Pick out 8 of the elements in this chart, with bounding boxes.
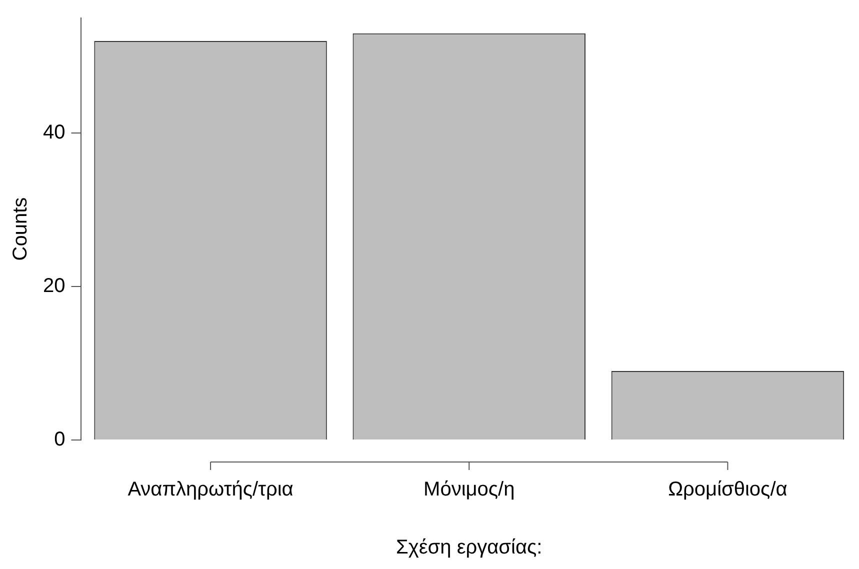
y-tick-label: 0 (54, 428, 66, 451)
x-tick-label: Ωρομίσθιος/α (668, 478, 788, 501)
y-tick-label: 40 (42, 122, 66, 144)
y-axis-title: Counts (10, 197, 32, 261)
x-axis-title: Σχέση εργασίας: (396, 536, 542, 559)
x-tick-label: Αναπληρωτής/τρια (128, 478, 294, 501)
y-tick-label: 20 (42, 275, 66, 298)
x-tick-label: Μόνιμος/η (424, 478, 515, 501)
